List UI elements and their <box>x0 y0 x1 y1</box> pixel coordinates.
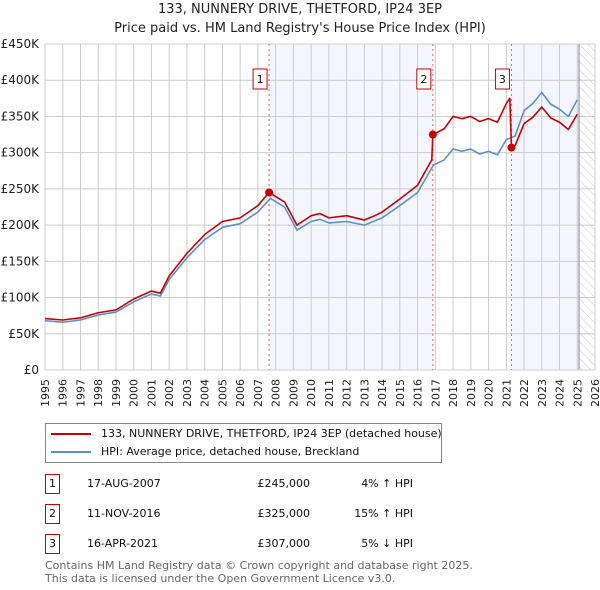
sale-number-badge: 3 <box>45 534 60 554</box>
sale-hpi-diff: 4% ↑ HPI <box>361 477 413 490</box>
forecast-hatch <box>579 44 595 370</box>
x-tick-label: 1997 <box>74 379 87 407</box>
legend-item-hpi: HPI: Average price, detached house, Brec… <box>51 444 359 460</box>
x-tick-label: 2022 <box>518 379 531 407</box>
x-tick-label: 2006 <box>234 379 247 407</box>
sale-date: 17-AUG-2007 <box>87 477 161 490</box>
x-tick-label: 2018 <box>447 379 460 407</box>
x-tick-label: 2007 <box>252 379 265 407</box>
x-tick-label: 2025 <box>571 379 584 407</box>
sale-number-badge: 2 <box>45 504 60 524</box>
sale-number-badge: 1 <box>45 474 60 494</box>
y-tick-label: £100K <box>1 291 41 305</box>
x-tick-label: 2000 <box>128 379 141 407</box>
y-tick-label: £350K <box>1 109 41 123</box>
x-tick-label: 2002 <box>163 379 176 407</box>
sale-point <box>507 143 516 152</box>
hpi-line <box>44 91 578 323</box>
x-tick-label: 2012 <box>341 379 354 407</box>
x-tick-label: 2004 <box>199 379 212 407</box>
y-tick-label: £250K <box>1 182 41 196</box>
y-tick-label: £150K <box>1 254 41 268</box>
sale-row: 1 17-AUG-2007 £245,000 4% ↑ HPI <box>45 474 445 494</box>
sale-hpi-diff: 5% ↓ HPI <box>361 537 413 550</box>
ownership-shade <box>269 44 433 370</box>
sale-label: 3 <box>499 73 506 86</box>
x-tick-label: 2009 <box>287 379 300 407</box>
x-tick-label: 2017 <box>429 379 442 407</box>
sale-price: £307,000 <box>257 537 311 550</box>
x-tick-label: 2019 <box>465 379 478 407</box>
sale-point <box>428 130 437 139</box>
x-tick-label: 2013 <box>358 379 371 407</box>
x-tick-label: 1995 <box>39 379 52 407</box>
y-tick-label: £450K <box>1 37 41 51</box>
legend-item-property: 133, NUNNERY DRIVE, THETFORD, IP24 3EP (… <box>51 426 442 442</box>
x-tick-label: 2026 <box>589 379 600 407</box>
x-tick-label: 1998 <box>92 379 105 407</box>
sale-price: £245,000 <box>257 477 311 490</box>
footer: Contains HM Land Registry data © Crown c… <box>45 559 473 585</box>
y-tick-label: £300K <box>1 146 41 160</box>
legend: 133, NUNNERY DRIVE, THETFORD, IP24 3EP (… <box>45 423 442 463</box>
plot-area: 1995 1996 1997 1998 1999 2000 2001 2002 2003 2004… <box>1 37 600 407</box>
x-tick-label: 2016 <box>412 379 425 407</box>
x-tick-label: 2015 <box>394 379 407 407</box>
x-tick-label: 2020 <box>483 379 496 407</box>
sale-row: 2 11-NOV-2016 £325,000 15% ↑ HPI <box>45 504 445 524</box>
x-tick-label: 1999 <box>110 379 123 407</box>
footer-line-2: This data is licensed under the Open Gov… <box>45 572 396 585</box>
legend-label-hpi: HPI: Average price, detached house, Brec… <box>101 445 360 458</box>
x-tick-label: 2005 <box>216 379 229 407</box>
blue-line-swatch <box>51 451 91 453</box>
sale-label: 2 <box>420 73 427 86</box>
x-tick-label: 2023 <box>536 379 549 407</box>
y-tick-label: £200K <box>1 218 41 232</box>
x-tick-label: 2011 <box>323 379 336 407</box>
sale-label: 1 <box>257 73 264 86</box>
sale-date: 16-APR-2021 <box>87 537 159 550</box>
sale-label-box <box>494 68 510 90</box>
y-tick-label: £400K <box>1 73 41 87</box>
x-tick-label: 2008 <box>270 379 283 407</box>
x-tick-label: 2014 <box>376 379 389 407</box>
sale-date: 11-NOV-2016 <box>87 507 161 520</box>
x-tick-label: 1996 <box>57 379 70 407</box>
sale-label-box <box>416 68 432 90</box>
sale-row: 3 16-APR-2021 £307,000 5% ↓ HPI <box>45 534 445 554</box>
legend-label-property: 133, NUNNERY DRIVE, THETFORD, IP24 3EP (… <box>101 427 442 440</box>
plot-frame <box>44 43 596 371</box>
x-tick-label: 2003 <box>181 379 194 407</box>
footer-line-1: Contains HM Land Registry data © Crown c… <box>45 559 473 572</box>
sale-hpi-diff: 15% ↑ HPI <box>354 507 413 520</box>
sale-label-box <box>252 68 268 90</box>
sale-point <box>265 188 274 197</box>
y-tick-label: £0 <box>24 363 39 377</box>
x-tick-label: 2024 <box>554 379 567 407</box>
x-tick-label: 2001 <box>145 379 158 407</box>
red-line-swatch <box>51 433 91 435</box>
x-tick-label: 2010 <box>305 379 318 407</box>
sale-price: £325,000 <box>257 507 311 520</box>
ownership-shade <box>511 44 580 370</box>
chart-title: 133, NUNNERY DRIVE, THETFORD, IP24 3EP <box>157 2 443 17</box>
y-tick-label: £50K <box>8 327 40 341</box>
chart-subtitle: Price paid vs. HM Land Registry's House … <box>114 21 486 36</box>
x-tick-label: 2021 <box>500 379 513 407</box>
